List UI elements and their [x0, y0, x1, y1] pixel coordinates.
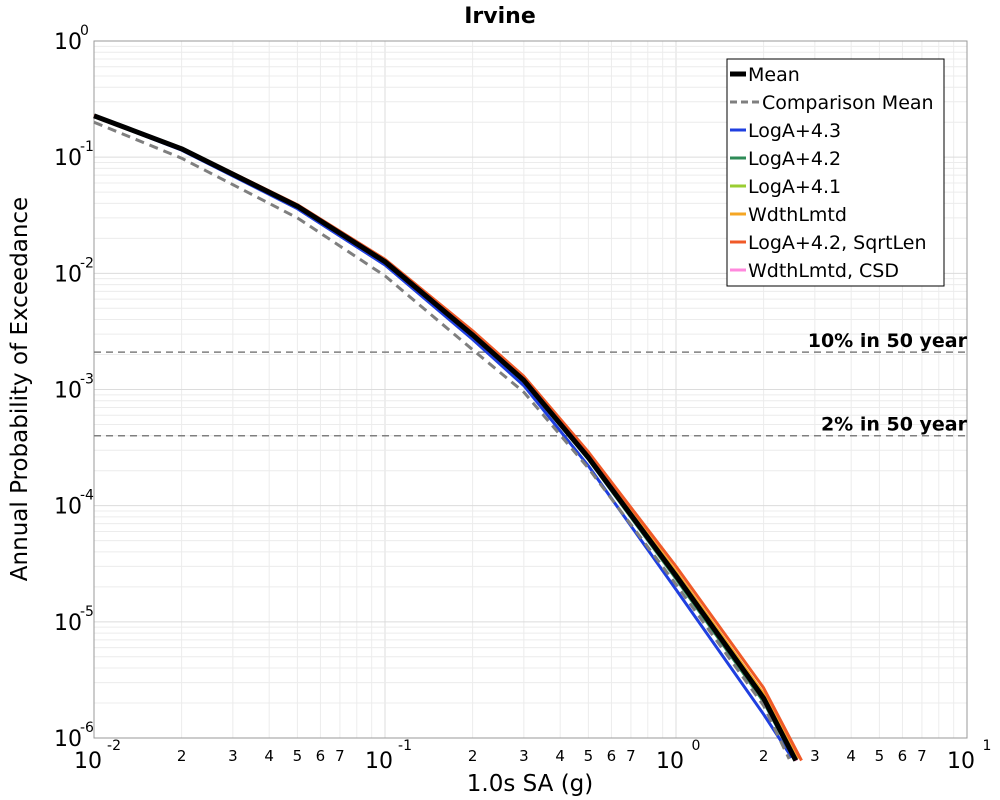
chart-title: Irvine	[464, 4, 536, 29]
x-tick-exponent: 0	[692, 738, 701, 754]
y-tick-label: 10	[54, 379, 82, 404]
x-axis-label: 1.0s SA (g)	[467, 771, 594, 797]
plot-frame	[93, 40, 968, 739]
y-axis-label: Annual Probability of Exceedance	[7, 197, 33, 581]
y-tick-exponent: 0	[80, 23, 89, 39]
y-tick-exponent: -3	[80, 372, 94, 388]
x-minor-tick-label: 4	[264, 747, 274, 765]
reference-line-label: 10% in 50 year	[808, 330, 968, 352]
x-minor-tick-label: 7	[335, 747, 345, 765]
series-line-mean	[93, 113, 799, 762]
legend-label: WdthLmtd, CSD	[748, 260, 899, 282]
x-tick-exponent: 1	[983, 738, 992, 754]
series-group	[93, 113, 803, 762]
x-minor-tick-label: 3	[810, 747, 820, 765]
x-minor-tick-label: 6	[316, 747, 326, 765]
legend-label: WdthLmtd	[748, 204, 847, 226]
reference-line-label: 2% in 50 year	[821, 414, 968, 436]
legend-label: LogA+4.2, SqrtLen	[748, 232, 927, 254]
grid	[93, 41, 967, 739]
x-minor-tick-label: 4	[846, 747, 856, 765]
y-tick-label: 10	[54, 727, 82, 752]
x-tick-label: 10	[74, 749, 102, 774]
x-minor-tick-label: 7	[917, 747, 927, 765]
legend: Mean Comparison Mean LogA+4.3 LogA+4.2 LogA+…	[726, 58, 945, 287]
x-tick-label: 10	[947, 749, 975, 774]
series-line-loga-4-1	[93, 114, 799, 762]
legend-label: LogA+4.3	[748, 120, 841, 142]
x-tick-label: 10	[365, 749, 393, 774]
y-tick-exponent: -4	[80, 488, 94, 504]
legend-label: Comparison Mean	[762, 92, 934, 114]
x-minor-tick-label: 5	[584, 747, 594, 765]
x-minor-tick-label: 5	[293, 747, 303, 765]
x-minor-tick-label: 5	[875, 747, 885, 765]
y-tick-label: 10	[54, 495, 82, 520]
x-minor-tick-label: 3	[519, 747, 529, 765]
y-tick-exponent: -1	[80, 139, 94, 155]
legend-label: LogA+4.2	[748, 148, 841, 170]
x-minor-tick-label: 7	[626, 747, 636, 765]
series-line-comparison-mean	[93, 120, 791, 760]
x-minor-tick-label: 4	[555, 747, 565, 765]
y-tick-exponent: -6	[80, 720, 94, 736]
x-minor-tick-label: 3	[228, 747, 238, 765]
y-tick-label: 10	[54, 262, 82, 287]
legend-label: LogA+4.1	[748, 176, 841, 198]
x-tick-exponent: -1	[398, 738, 412, 754]
reference-lines: 10% in 50 year 2% in 50 year	[94, 330, 968, 437]
y-tick-label: 10	[54, 146, 82, 171]
y-tick-exponent: -2	[80, 255, 94, 271]
y-tick-exponent: -5	[80, 604, 94, 620]
series-line-loga-4-2	[93, 114, 796, 761]
x-minor-tick-label: 6	[898, 747, 908, 765]
x-tick-exponent: -2	[107, 738, 121, 754]
x-minor-tick-label: 2	[177, 747, 187, 765]
y-tick-label: 10	[54, 611, 82, 636]
series-line-wdthlmtd-csd	[93, 114, 799, 762]
y-tick-label: 10	[54, 30, 82, 55]
legend-box	[726, 58, 945, 287]
legend-label: Mean	[748, 64, 800, 86]
x-minor-tick-label: 2	[759, 747, 769, 765]
series-line-loga-4-2-sqrtlen	[93, 113, 803, 762]
x-minor-tick-label: 6	[607, 747, 617, 765]
x-minor-tick-label: 2	[468, 747, 478, 765]
series-line-loga-4-3	[93, 114, 794, 759]
x-tick-label: 10	[656, 749, 684, 774]
series-line-wdthlmtd	[93, 114, 800, 760]
